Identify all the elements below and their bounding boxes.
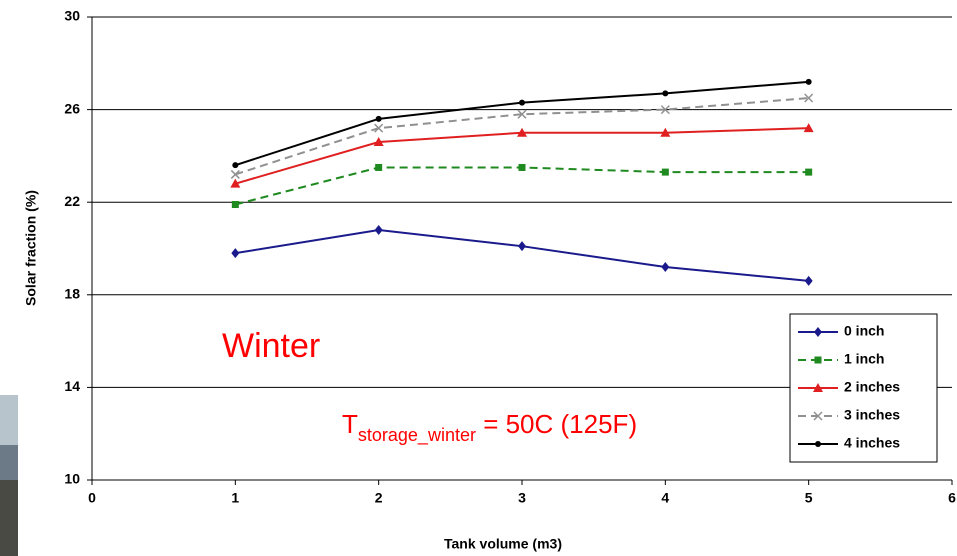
photo-ground	[0, 480, 18, 556]
series-line	[235, 97, 809, 176]
legend-marker	[815, 441, 821, 447]
annotation-main: T	[342, 409, 358, 439]
x-tick-label: 0	[88, 490, 96, 506]
y-tick-label: 14	[64, 378, 80, 394]
marker	[517, 127, 527, 137]
marker	[373, 137, 384, 147]
marker	[519, 99, 525, 106]
y-axis-label: Solar fraction (%)	[23, 190, 39, 306]
season-annotation: Winter	[222, 327, 320, 365]
y-tick-label: 22	[64, 193, 80, 209]
marker	[231, 248, 240, 259]
marker	[662, 90, 669, 97]
legend-marker	[813, 383, 823, 392]
legend-label: 3 inches	[844, 407, 900, 423]
x-tick-label: 2	[375, 490, 383, 506]
legend-label: 4 inches	[844, 435, 900, 451]
x-tick-label: 6	[948, 490, 956, 506]
marker	[518, 241, 526, 252]
y-tick-label: 30	[64, 8, 80, 24]
y-tick-label: 26	[64, 100, 80, 116]
legend-marker	[814, 356, 822, 364]
series-line	[235, 166, 809, 206]
legend-label: 1 inch	[844, 351, 884, 367]
marker	[804, 93, 814, 103]
marker	[374, 123, 384, 133]
marker	[518, 163, 526, 171]
y-tick-label: 10	[64, 471, 80, 487]
x-tick-label: 4	[661, 490, 669, 506]
marker	[805, 168, 813, 176]
legend-label: 2 inches	[844, 379, 900, 395]
marker	[661, 168, 669, 176]
marker	[374, 224, 383, 235]
marker	[660, 105, 670, 115]
legend-label: 0 inch	[844, 323, 884, 339]
annotation-rest: = 50C (125F)	[476, 409, 637, 439]
x-tick-label: 5	[805, 490, 813, 506]
marker	[231, 201, 239, 209]
marker	[661, 262, 670, 273]
storage-annotation: Tstorage_winter = 50C (125F)	[342, 409, 637, 446]
series-line	[235, 228, 809, 282]
x-tick-label: 3	[518, 490, 526, 506]
marker	[804, 275, 813, 286]
legend-marker	[813, 411, 823, 421]
marker	[805, 78, 812, 85]
marker	[232, 162, 239, 169]
annotation-subscript: storage_winter	[358, 425, 476, 446]
photo-strip	[0, 395, 18, 556]
legend-marker	[814, 327, 822, 337]
x-tick-label: 1	[231, 490, 239, 506]
marker	[375, 115, 382, 122]
marker	[230, 178, 241, 188]
marker	[375, 163, 383, 171]
photo-sky	[0, 395, 18, 445]
marker	[803, 123, 814, 133]
marker	[660, 127, 671, 137]
marker	[230, 169, 240, 179]
x-axis-label: Tank volume (m3)	[444, 536, 562, 552]
series-line	[235, 80, 809, 167]
y-tick-label: 18	[64, 286, 80, 302]
marker	[517, 109, 527, 119]
